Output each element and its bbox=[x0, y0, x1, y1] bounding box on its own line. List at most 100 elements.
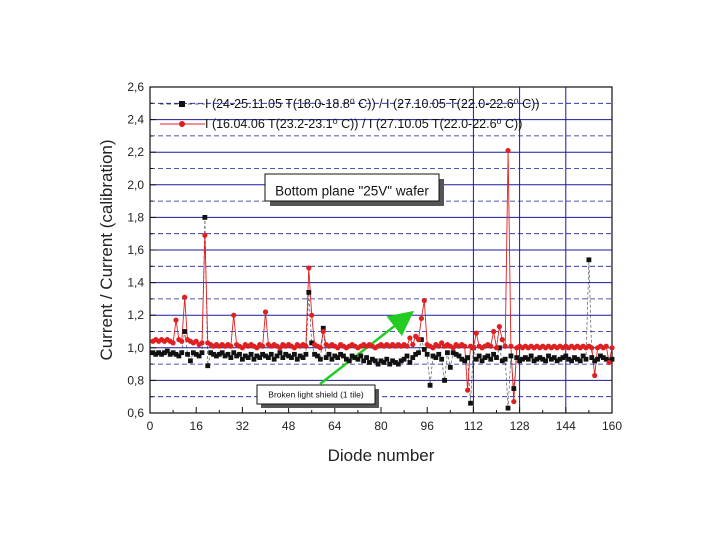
red-point bbox=[421, 297, 427, 304]
black-point bbox=[225, 351, 231, 357]
legend: I (24-25.11.05 T(18.0-18.8⁰ C)) / I (27.… bbox=[160, 97, 540, 131]
black-point bbox=[343, 356, 349, 362]
black-point bbox=[459, 356, 465, 362]
y-tick-label: 1,2 bbox=[127, 308, 144, 322]
black-point bbox=[211, 351, 216, 357]
red-point bbox=[309, 312, 315, 318]
black-point bbox=[496, 345, 502, 351]
black-point bbox=[485, 353, 491, 359]
black-point bbox=[164, 348, 170, 354]
legend-black-marker bbox=[179, 101, 185, 107]
black-point bbox=[488, 356, 494, 362]
red-point bbox=[170, 340, 176, 346]
black-point bbox=[543, 358, 548, 364]
black-point bbox=[294, 356, 300, 362]
black-point bbox=[280, 355, 286, 360]
black-point bbox=[494, 355, 499, 360]
red-point bbox=[202, 232, 208, 238]
y-tick-label: 2,4 bbox=[127, 113, 144, 127]
x-tick-label: 96 bbox=[421, 419, 435, 433]
legend-red-marker bbox=[179, 121, 185, 127]
black-point bbox=[574, 356, 580, 362]
black-point bbox=[439, 356, 445, 362]
red-point bbox=[465, 387, 471, 393]
y-tick-label: 2,2 bbox=[127, 145, 144, 159]
black-point bbox=[453, 351, 459, 357]
black-point bbox=[167, 351, 173, 357]
red-point bbox=[493, 345, 500, 351]
red-point bbox=[589, 345, 595, 351]
y-tick-label: 0,6 bbox=[127, 406, 144, 420]
legend-red-label: I (16.04.06 T(23.2-23.1⁰ C)) / I (27.10.… bbox=[205, 117, 522, 131]
black-point bbox=[173, 351, 179, 357]
black-point bbox=[257, 355, 263, 360]
black-point bbox=[508, 353, 514, 359]
black-point bbox=[271, 356, 277, 362]
red-point bbox=[488, 343, 494, 349]
black-point bbox=[468, 400, 473, 406]
black-point bbox=[156, 350, 162, 356]
black-point bbox=[404, 353, 410, 359]
black-point bbox=[598, 353, 603, 359]
y-axis-title: Current / Current (calibration) bbox=[97, 139, 116, 360]
black-point bbox=[202, 215, 208, 220]
black-point bbox=[245, 355, 251, 360]
red-point bbox=[470, 345, 476, 351]
black-point bbox=[274, 353, 280, 359]
red-point bbox=[511, 398, 517, 405]
red-point bbox=[404, 343, 410, 349]
y-tick-label: 2,0 bbox=[127, 178, 144, 192]
black-point bbox=[369, 356, 375, 362]
black-point bbox=[462, 358, 468, 364]
x-tick-label: 128 bbox=[510, 419, 530, 433]
grid bbox=[150, 102, 612, 398]
black-point bbox=[407, 360, 413, 365]
black-point bbox=[364, 355, 369, 360]
red-point bbox=[508, 343, 514, 349]
black-point bbox=[445, 350, 450, 356]
black-point bbox=[265, 355, 271, 360]
red-point bbox=[231, 312, 237, 318]
axis-ticks bbox=[149, 86, 613, 414]
black-point bbox=[580, 353, 586, 359]
red-point bbox=[306, 265, 312, 271]
black-point bbox=[540, 356, 546, 362]
black-point bbox=[326, 351, 332, 357]
black-point bbox=[589, 355, 595, 360]
black-point bbox=[393, 360, 398, 365]
black-point bbox=[528, 353, 534, 359]
black-point bbox=[237, 351, 242, 357]
red-point bbox=[179, 338, 185, 344]
black-point bbox=[228, 355, 234, 360]
red-point bbox=[317, 345, 323, 351]
black-point bbox=[525, 356, 531, 362]
black-point bbox=[514, 355, 520, 360]
black-point bbox=[586, 257, 592, 263]
black-point bbox=[482, 355, 488, 360]
x-tick-label: 80 bbox=[374, 419, 388, 433]
y-tick-label: 1,0 bbox=[127, 341, 144, 355]
black-point bbox=[268, 351, 274, 357]
black-point bbox=[491, 351, 497, 357]
black-point bbox=[190, 350, 196, 356]
black-point bbox=[297, 353, 303, 359]
red-point bbox=[418, 315, 425, 322]
black-point bbox=[577, 358, 583, 364]
black-point bbox=[465, 355, 471, 360]
annotation-arrow bbox=[319, 310, 414, 385]
black-point bbox=[583, 356, 589, 362]
red-point bbox=[609, 345, 615, 351]
black-point bbox=[520, 356, 525, 362]
black-point bbox=[222, 353, 228, 359]
black-point bbox=[456, 353, 462, 359]
red-point bbox=[199, 340, 205, 346]
black-point bbox=[410, 355, 416, 360]
black-point bbox=[447, 364, 453, 370]
black-point bbox=[179, 350, 185, 356]
black-point bbox=[291, 351, 297, 357]
black-point bbox=[609, 356, 615, 362]
black-point bbox=[390, 358, 395, 364]
black-point bbox=[216, 351, 222, 357]
black-point bbox=[153, 351, 159, 357]
black-point bbox=[199, 350, 205, 356]
